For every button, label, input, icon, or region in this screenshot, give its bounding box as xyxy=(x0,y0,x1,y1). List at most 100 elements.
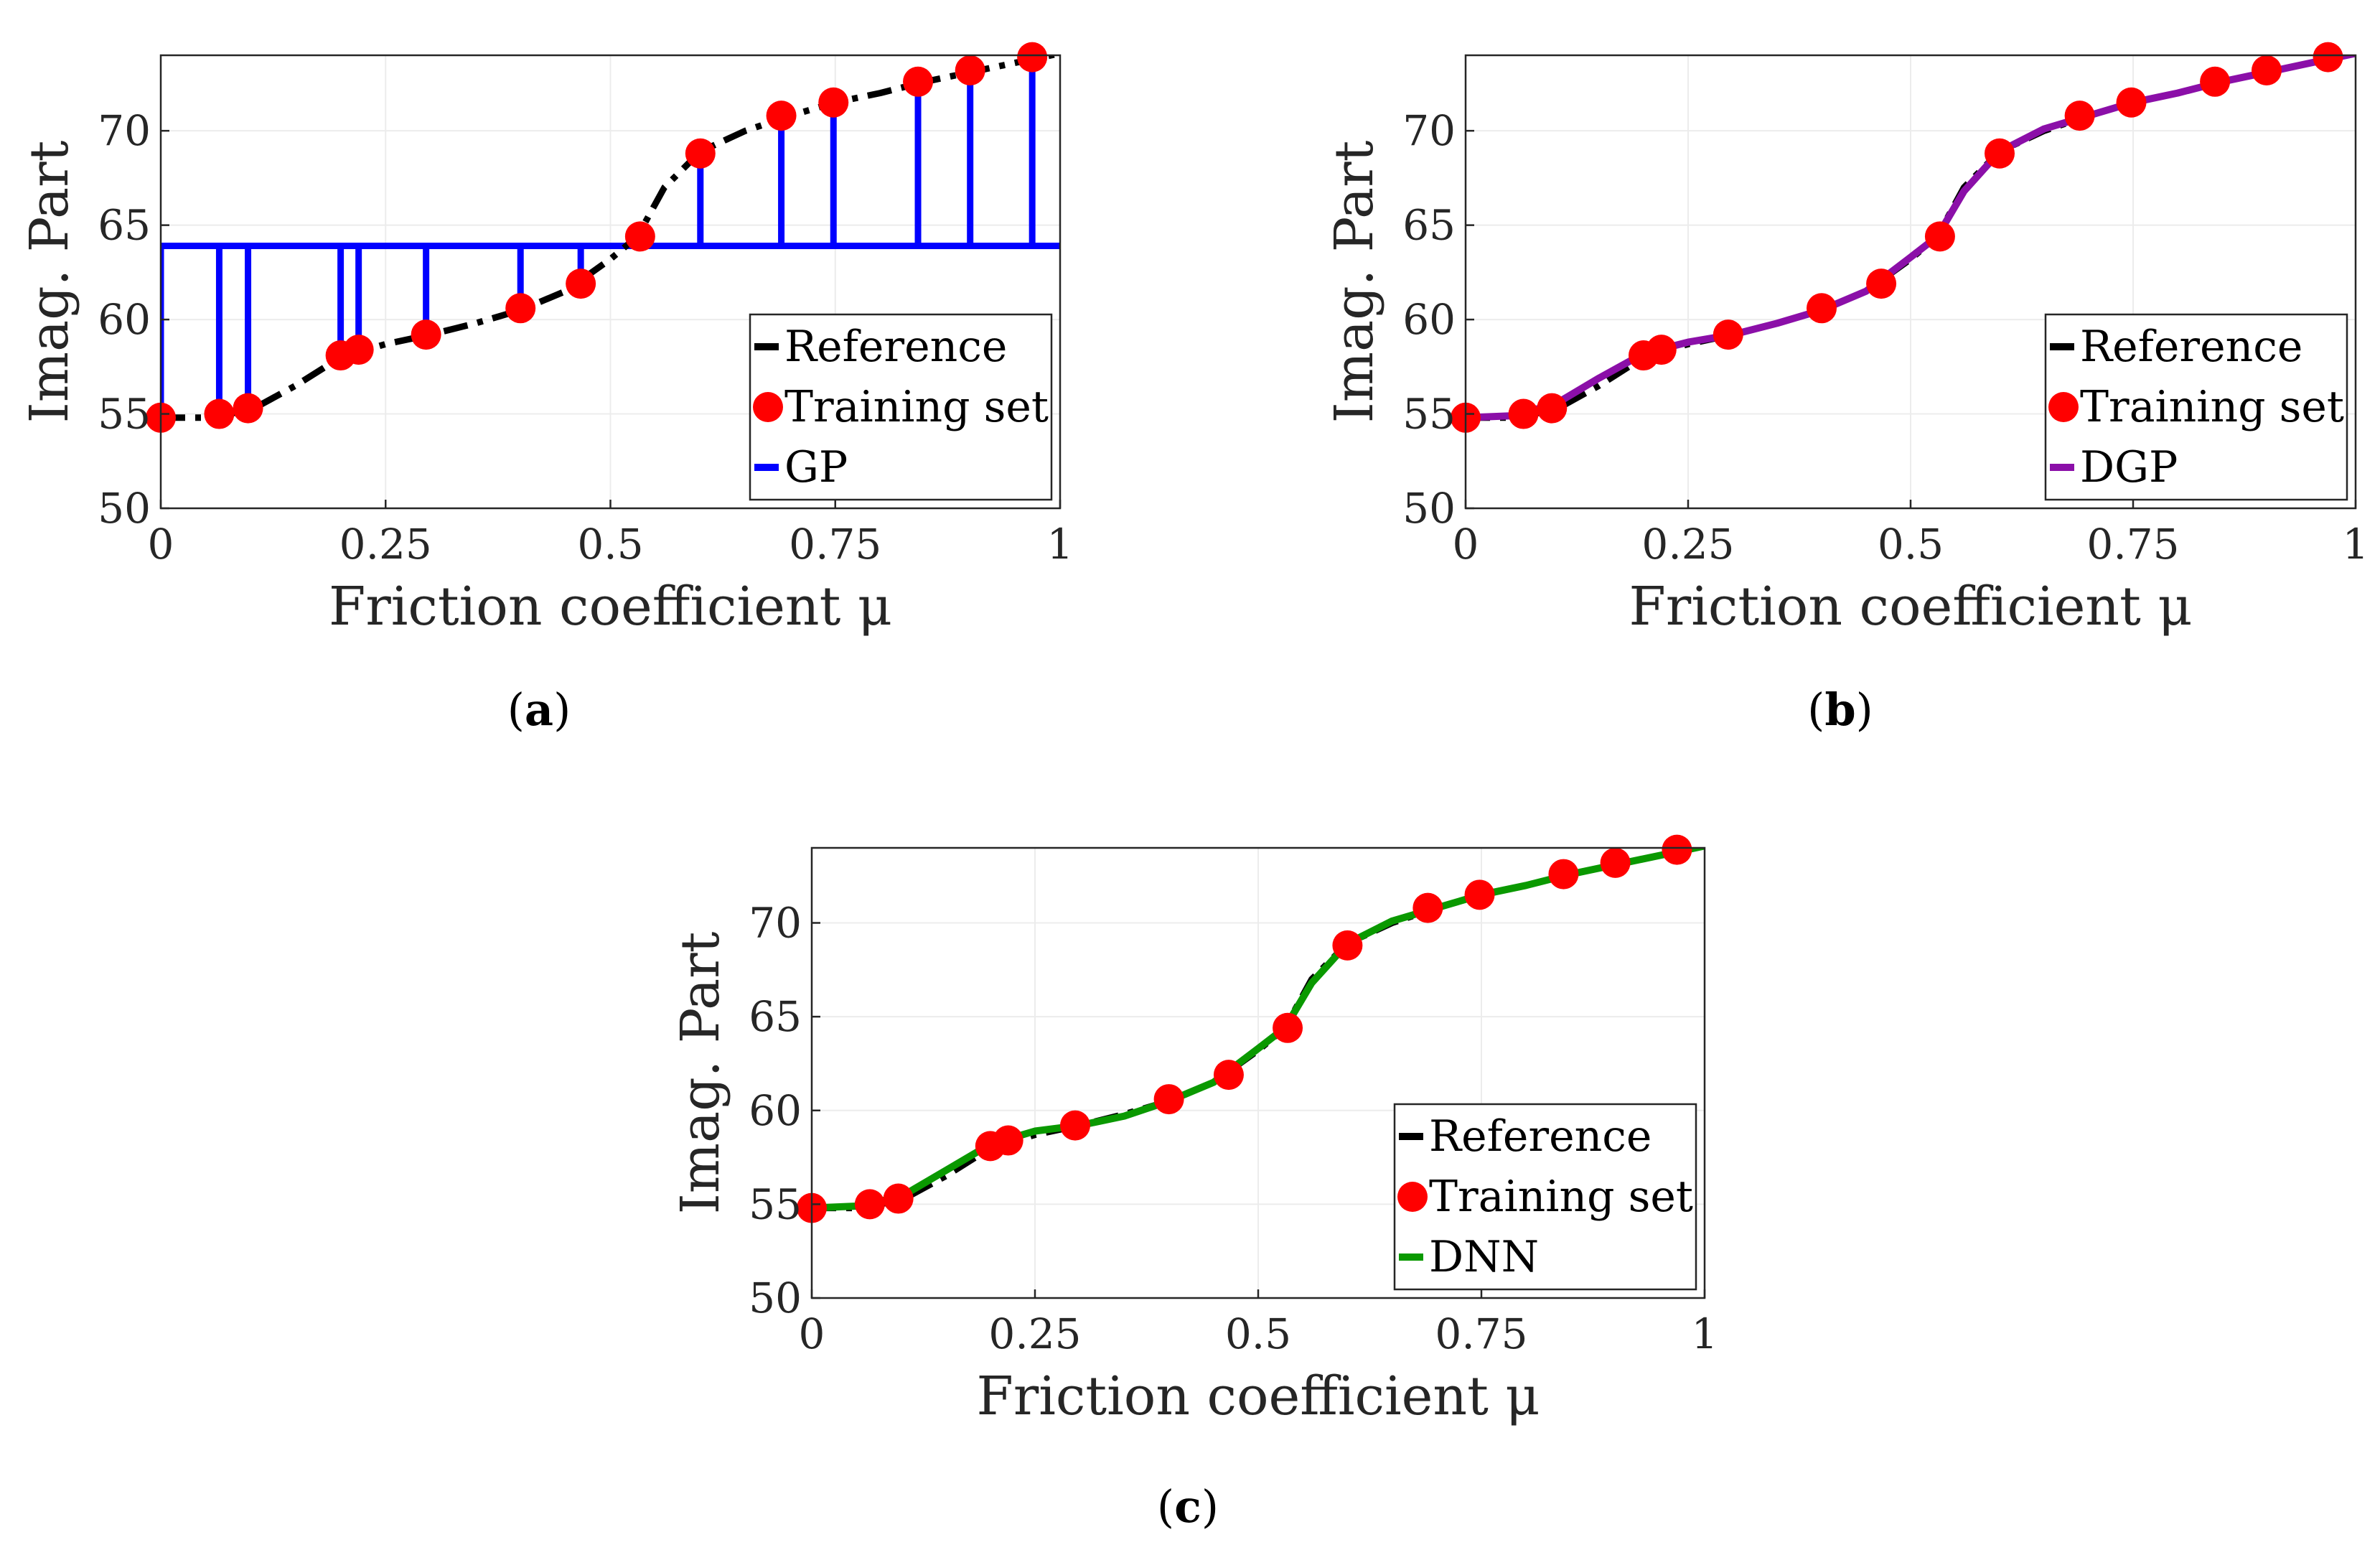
training-point xyxy=(624,221,655,252)
training-point xyxy=(1807,293,1837,324)
legend-label: DNN xyxy=(1429,1232,1539,1282)
training-point xyxy=(1985,138,2015,169)
training-point xyxy=(2116,87,2147,118)
series-dnn-line xyxy=(812,848,1705,1212)
training-point xyxy=(1508,398,1539,429)
y-tick-label: 65 xyxy=(98,201,151,250)
series-reference-line xyxy=(1466,55,2356,421)
legend-box xyxy=(1393,1103,1697,1291)
x-axis-label: Friction coefficient μ xyxy=(329,576,892,638)
training-point xyxy=(1866,269,1897,299)
y-tick-label: 70 xyxy=(98,106,151,155)
series-gp xyxy=(161,57,1060,418)
training-point xyxy=(766,101,797,131)
y-tick-label: 70 xyxy=(1402,106,1456,155)
panel-caption-letter: b xyxy=(1824,683,1855,736)
legend-box xyxy=(749,313,1053,501)
x-axis-label: Friction coefficient μ xyxy=(977,1365,1540,1427)
plot-area xyxy=(161,55,1060,421)
x-tick-label: 0.25 xyxy=(988,1309,1081,1358)
training-point xyxy=(1464,879,1495,910)
training-point xyxy=(2064,101,2095,131)
x-tick-label: 0.5 xyxy=(1225,1309,1291,1358)
chart-panel-b: 0 0.25 0.5 0.75 1 50 55 60 65 70 Friction coeffici… xyxy=(1323,42,2369,736)
training-point xyxy=(1646,335,1677,365)
training-point xyxy=(566,269,596,299)
training-point xyxy=(818,87,849,118)
y-axis-label: Imag. Part xyxy=(1323,140,1385,423)
training-point xyxy=(1332,930,1363,961)
x-tick-label: 0.75 xyxy=(1435,1309,1527,1358)
training-point xyxy=(1017,42,1048,73)
training-point xyxy=(883,1183,914,1214)
panel-caption-letter: a xyxy=(525,683,553,736)
training-point xyxy=(233,393,263,424)
training-point xyxy=(1153,1084,1184,1115)
series-dgp-line xyxy=(1466,55,2356,421)
y-tick-label: 65 xyxy=(1402,201,1456,250)
series-reference-line xyxy=(161,55,1060,421)
training-point xyxy=(1059,1110,1090,1141)
plot-area xyxy=(812,848,1705,1212)
x-tick-label: 0.5 xyxy=(577,520,643,569)
training-point xyxy=(2252,55,2282,86)
training-point xyxy=(955,55,985,86)
x-tick-label: 0 xyxy=(799,1309,825,1358)
training-point xyxy=(854,1189,885,1220)
training-point xyxy=(1548,859,1579,890)
x-tick-label: 0.25 xyxy=(1641,520,1734,569)
chart-panel-a: 0 0.25 0.5 0.75 1 50 55 60 65 70 Friction coeffici… xyxy=(19,42,1073,736)
training-point xyxy=(685,138,716,169)
x-tick-label: 0 xyxy=(1453,520,1479,569)
legend-marker xyxy=(1397,1182,1428,1212)
x-tick-label: 1 xyxy=(1692,1309,1718,1358)
x-tick-label: 0.75 xyxy=(789,520,881,569)
y-tick-label: 55 xyxy=(1402,390,1456,439)
training-point xyxy=(505,293,536,324)
legend-label: Training set xyxy=(1429,1172,1693,1222)
x-tick-label: 0.25 xyxy=(339,520,432,569)
training-point xyxy=(1600,847,1631,878)
chart-panel-c: 0 0.25 0.5 0.75 1 50 55 60 65 70 Friction coeffici… xyxy=(670,834,1718,1533)
training-point xyxy=(1662,834,1692,865)
legend-label: DGP xyxy=(2080,442,2178,492)
training-point xyxy=(411,319,441,350)
y-tick-label: 55 xyxy=(749,1180,802,1228)
series-reference-line xyxy=(812,848,1705,1212)
training-point xyxy=(993,1125,1023,1156)
y-tick-label: 65 xyxy=(749,992,802,1041)
legend-label: Reference xyxy=(2080,322,2302,372)
training-point xyxy=(343,335,374,365)
training-point xyxy=(1713,319,1743,350)
y-tick-label: 60 xyxy=(1402,295,1456,344)
legend-box xyxy=(2044,313,2348,501)
plot-area xyxy=(1466,55,2356,421)
legend-label: GP xyxy=(784,442,848,492)
panel-caption-letter: c xyxy=(1174,1480,1201,1533)
y-axis-label: Imag. Part xyxy=(670,931,731,1214)
x-axis-label: Friction coefficient μ xyxy=(1629,576,2193,638)
y-tick-label: 70 xyxy=(749,899,802,948)
y-tick-label: 50 xyxy=(1402,484,1456,533)
training-point xyxy=(2200,66,2231,97)
legend: Reference Training set DGP xyxy=(2044,313,2348,501)
legend: Reference Training set GP xyxy=(749,313,1053,501)
training-point xyxy=(1412,892,1443,923)
training-point xyxy=(1924,221,1955,252)
legend-marker xyxy=(753,392,783,422)
series-training-set xyxy=(146,42,1048,433)
y-tick-label: 50 xyxy=(98,484,151,533)
legend-label: Reference xyxy=(784,322,1007,372)
series-training-set xyxy=(1451,42,2343,433)
y-tick-label: 60 xyxy=(98,295,151,344)
x-tick-label: 1 xyxy=(1047,520,1074,569)
series-training-set xyxy=(797,834,1692,1223)
training-point xyxy=(204,398,235,429)
y-axis-label: Imag. Part xyxy=(19,140,80,423)
training-point xyxy=(1537,393,1568,424)
training-point xyxy=(1213,1060,1244,1091)
y-tick-label: 60 xyxy=(749,1086,802,1135)
panel-caption: (c) xyxy=(1157,1480,1219,1533)
